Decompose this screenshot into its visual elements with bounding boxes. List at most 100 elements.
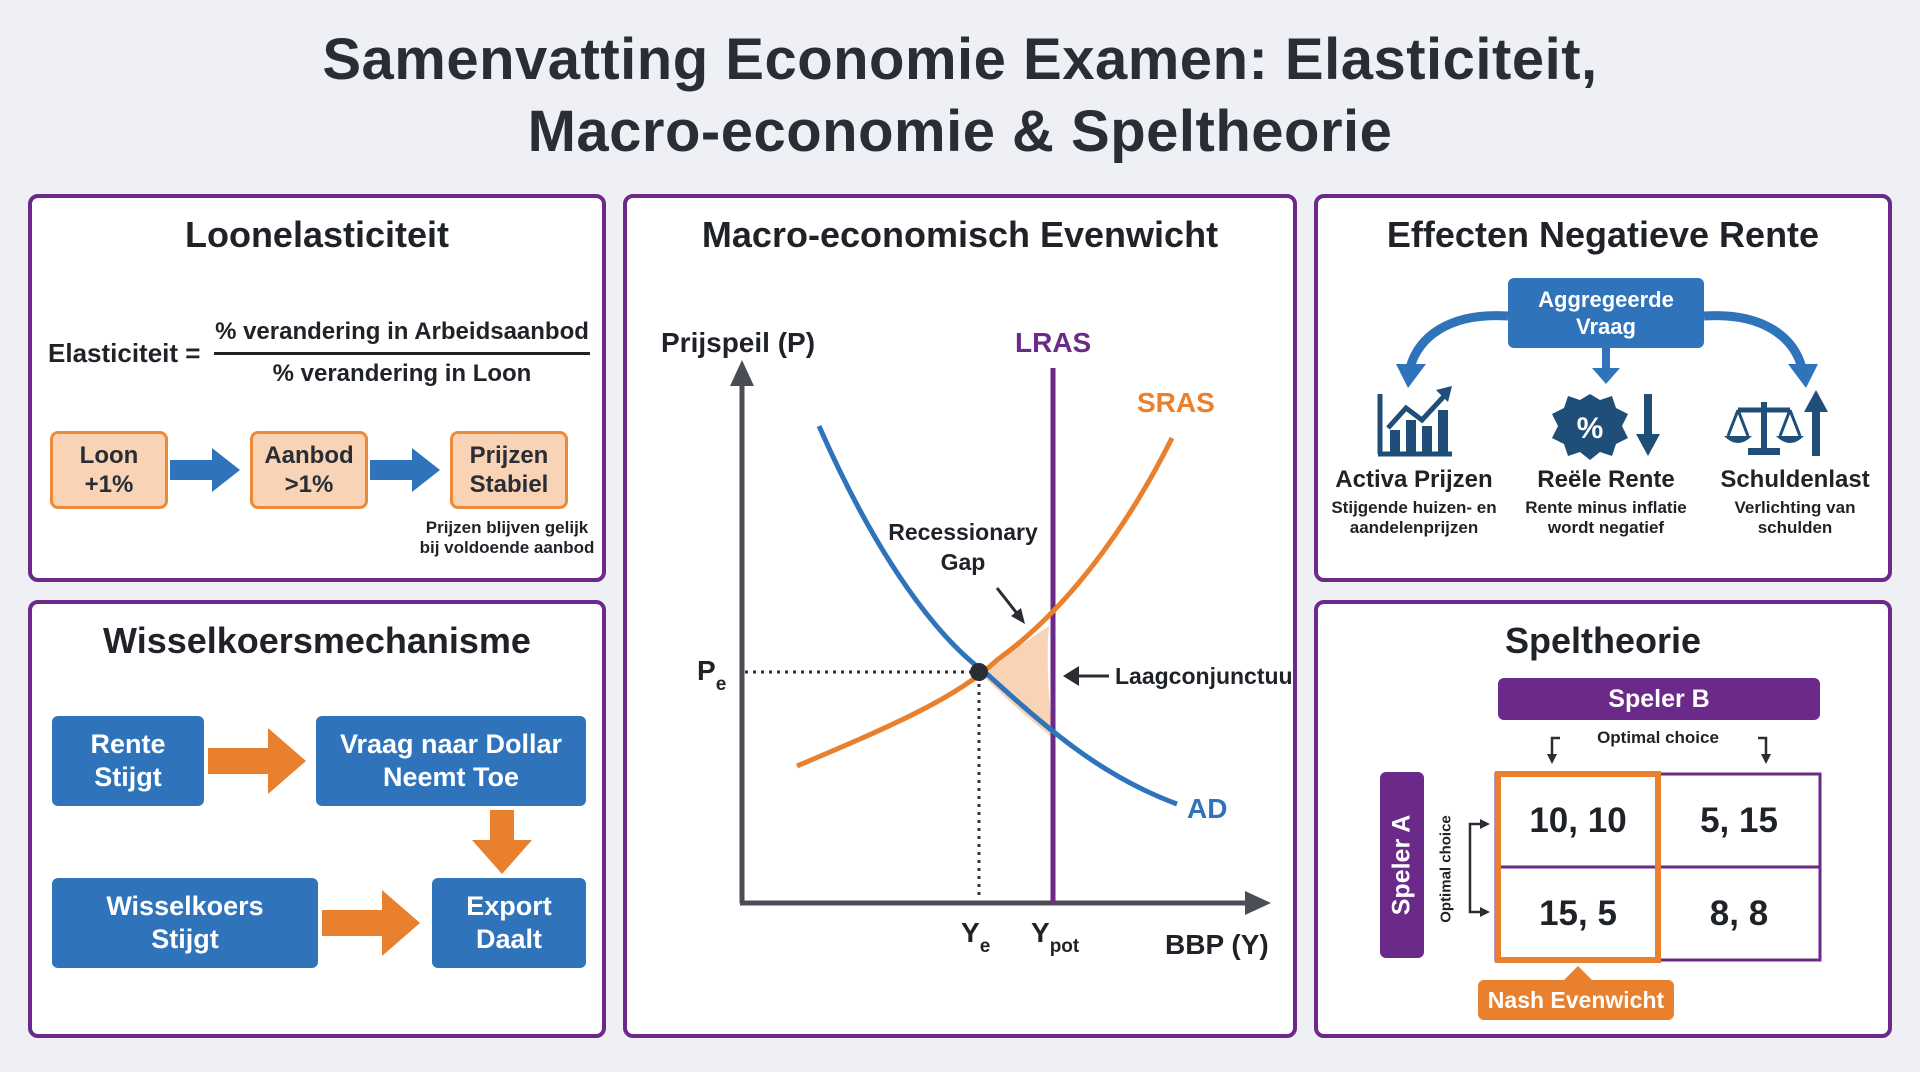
- box-aggregeerde-vraag-line-2: Vraag: [1576, 314, 1636, 339]
- nash-highlight: [1495, 771, 1661, 963]
- gap-pointer: [995, 587, 1021, 617]
- x-axis-arrow-icon: [1245, 891, 1271, 915]
- box-loon-line-1: Loon: [79, 442, 139, 469]
- optimal-a-bracket: [1468, 822, 1482, 914]
- panel-macro: Macro-economisch Evenwicht Prijspeil (P)…: [623, 194, 1297, 1038]
- rente-diagram: %: [1377, 311, 1828, 460]
- box-aggregeerde-vraag: Aggregeerde Vraag: [1508, 278, 1704, 348]
- box-rente-stijgt: Rente Stijgt: [52, 716, 204, 806]
- prijzen-note-line-2: bij voldoende aanbod: [419, 538, 595, 557]
- page-title-line-1: Samenvatting Economie Examen: Elasticite…: [322, 27, 1598, 92]
- scale-up-icon: [1724, 390, 1828, 456]
- lras-label: LRAS: [1015, 327, 1091, 358]
- panel-title-spel: Speltheorie: [1504, 620, 1702, 661]
- box-vraag-dollar-line-2: Neemt Toe: [382, 762, 520, 792]
- laag-pointer-arrow-icon: [1063, 666, 1079, 686]
- y-axis-label: Prijspeil (P): [661, 327, 815, 358]
- payoff-cell: 15, 5: [1539, 893, 1617, 933]
- arrow-right-icon: [370, 448, 440, 492]
- box-prijzen-line-2: Stabiel: [469, 471, 549, 498]
- box-aggregeerde-vraag-line-1: Aggregeerde: [1538, 287, 1674, 312]
- rente-item-title: Schuldenlast: [1720, 466, 1870, 493]
- sras-label: SRAS: [1137, 387, 1215, 418]
- optimal-choice-b: Optimal choice: [1597, 728, 1719, 747]
- rente-item-activa: Activa Prijzen Stijgende huizen- en aand…: [1318, 466, 1510, 538]
- prijzen-note-line-1: Prijzen blijven gelijk: [425, 518, 589, 537]
- panel-wisselkoers: Wisselkoersmechanisme Rente Stijgt Vraag…: [28, 600, 606, 1038]
- formula-denominator: % verandering in Loon: [272, 360, 532, 387]
- optimal-b-bracket-left: [1550, 736, 1560, 756]
- arrow-right-icon: [322, 890, 420, 956]
- ye-label: Ye: [961, 917, 990, 957]
- percent-badge-down-icon: %: [1552, 394, 1660, 460]
- rente-item-desc-1: Rente minus inflatie: [1525, 498, 1687, 517]
- box-prijzen: Prijzen Stabiel: [450, 431, 568, 509]
- panel-negatieve-rente: Effecten Negatieve Rente Aggregeerde Vra…: [1314, 194, 1892, 582]
- page-title-line-2: Macro-economie & Speltheorie: [527, 99, 1393, 164]
- svg-text:%: %: [1577, 412, 1604, 445]
- panel-loonelasticiteit: Loonelasticiteit Elasticiteit = % verand…: [28, 194, 606, 582]
- box-vraag-dollar-line-1: Vraag naar Dollar: [339, 729, 563, 759]
- rente-item-title: Reële Rente: [1537, 466, 1675, 493]
- rente-item-desc-2: wordt negatief: [1547, 518, 1665, 537]
- box-aanbod-line-2: >1%: [284, 471, 334, 498]
- prijzen-note: Prijzen blijven gelijk bij voldoende aan…: [412, 518, 602, 558]
- gap-pointer-arrow-icon: [1011, 608, 1025, 624]
- box-export-daalt-line-1: Export: [466, 891, 552, 921]
- arrow-right-icon: [1480, 907, 1490, 917]
- panel-title-wissel: Wisselkoersmechanisme: [103, 620, 531, 661]
- equilibrium-point: [970, 663, 988, 681]
- formula-label: Elasticiteit =: [48, 338, 201, 368]
- box-wisselkoers-stijgt-line-2: Stijgt: [151, 924, 219, 954]
- curve-arrow-right: [1703, 311, 1807, 370]
- laag-label: Laagconjunctuur: [1115, 663, 1293, 689]
- wissel-arrows: [208, 728, 532, 956]
- box-prijzen-line-1: Prijzen: [469, 442, 549, 469]
- nash-label: Nash Evenwicht: [1478, 980, 1674, 1020]
- panel-title-macro: Macro-economisch Evenwicht: [701, 214, 1219, 255]
- box-wisselkoers-stijgt: Wisselkoers Stijgt: [52, 878, 318, 968]
- ad-curve: [816, 424, 1178, 807]
- gap-label-line-1: Recessionary: [888, 519, 1038, 545]
- arrow-right-icon: [1480, 819, 1490, 829]
- speler-a-header: Speler A: [1380, 772, 1424, 958]
- rente-item-desc-2: schulden: [1757, 518, 1833, 537]
- box-aanbod-line-1: Aanbod: [264, 442, 354, 469]
- curve-arrow-left: [1405, 311, 1509, 370]
- payoff-cell: 5, 15: [1700, 800, 1778, 840]
- rente-item-schulden: Schuldenlast Verlichting van schulden: [1702, 466, 1888, 538]
- box-aanbod: Aanbod >1%: [250, 431, 368, 509]
- rente-item-desc-2: aandelenprijzen: [1349, 518, 1479, 537]
- arrow-right-icon: [170, 448, 240, 492]
- pe-label: Pe: [697, 655, 726, 695]
- bar-chart-up-icon: [1377, 386, 1452, 457]
- page-title: Samenvatting Economie Examen: Elasticite…: [0, 24, 1920, 168]
- formula-divider: [214, 352, 590, 355]
- panel-title-rente: Effecten Negatieve Rente: [1386, 214, 1820, 255]
- arrow-right-icon: [208, 728, 306, 794]
- panel-speltheorie: Speltheorie Speler B Speler A Optimal ch…: [1314, 600, 1892, 1038]
- optimal-b-bracket-right: [1758, 736, 1768, 756]
- box-vraag-dollar: Vraag naar Dollar Neemt Toe: [316, 716, 586, 806]
- loon-arrows: [170, 448, 440, 492]
- y-axis-arrow-icon: [730, 360, 754, 386]
- rente-item-desc-1: Stijgende huizen- en: [1331, 498, 1497, 517]
- box-export-daalt-line-2: Daalt: [475, 924, 543, 954]
- arrow-down-left-icon: [1396, 364, 1426, 388]
- box-wisselkoers-stijgt-line-1: Wisselkoers: [106, 891, 264, 921]
- nash-arrow-up-icon: [1564, 966, 1592, 980]
- arrow-down-center-shaft: [1602, 348, 1610, 370]
- arrow-down-right-icon: [1788, 364, 1818, 388]
- box-rente-stijgt-line-1: Rente: [90, 729, 166, 759]
- macro-graph: Prijspeil (P) BBP (Y) LRAS SRAS AD Reces…: [661, 327, 1293, 960]
- recessionary-gap-area: [979, 626, 1053, 738]
- ypot-label: Ypot: [1031, 917, 1080, 957]
- arrow-down-icon: [1761, 754, 1771, 764]
- panel-title-loon: Loonelasticiteit: [184, 214, 450, 255]
- box-loon: Loon +1%: [50, 431, 168, 509]
- rente-item-reele: Reële Rente Rente minus inflatie wordt n…: [1510, 466, 1702, 538]
- rente-item-title: Activa Prijzen: [1335, 466, 1493, 493]
- spel-diagram: [1468, 736, 1822, 980]
- box-loon-line-2: +1%: [84, 471, 134, 498]
- box-export-daalt: Export Daalt: [432, 878, 586, 968]
